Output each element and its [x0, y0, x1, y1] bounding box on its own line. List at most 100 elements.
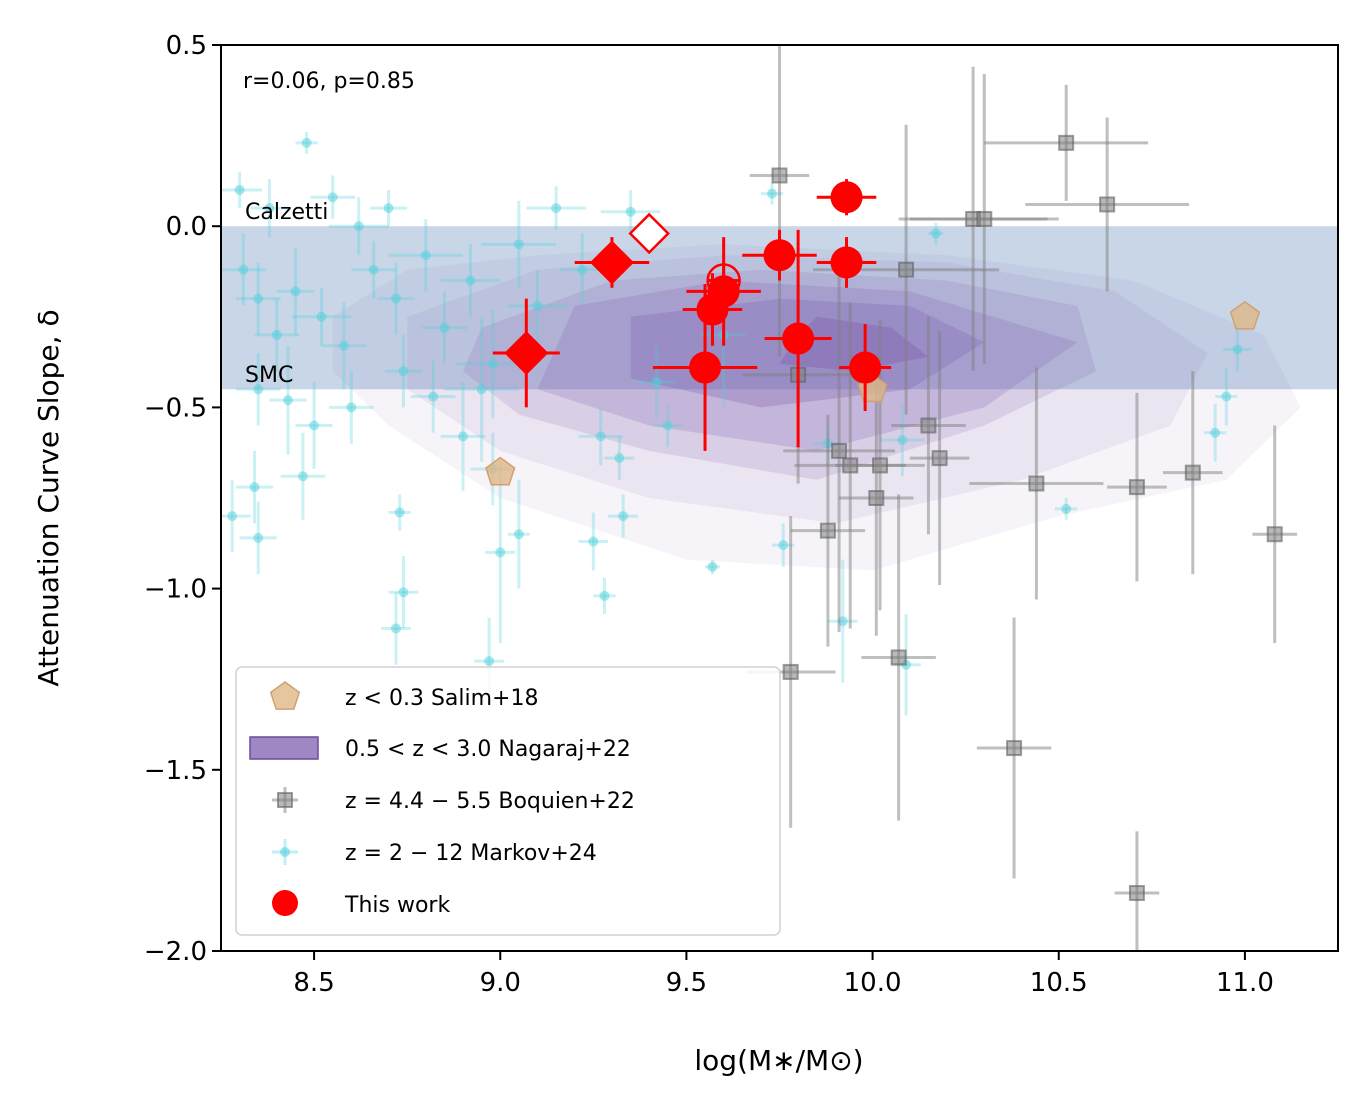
- contour-level-1: [407, 255, 1208, 524]
- boquien-point-14: [1028, 475, 1045, 492]
- legend-item-markov: z = 2 − 12 Markov+24: [272, 839, 597, 866]
- x-tick-label-1: 9.0: [480, 968, 521, 998]
- legend-boquien-label: z = 4.4 − 5.5 Boquien+22: [345, 789, 635, 814]
- x-tick-label-0: 8.5: [293, 968, 334, 998]
- y-tick-label-4: −1.5: [144, 756, 207, 786]
- markov-point-57: [1210, 427, 1221, 438]
- x-tick-label-4: 10.5: [1030, 968, 1088, 998]
- boquien-point-7: [831, 442, 848, 459]
- markov-point-47: [707, 561, 718, 572]
- markov-point-6: [238, 264, 249, 275]
- markov-point-29: [476, 384, 487, 395]
- markov-point-48: [778, 540, 789, 551]
- x-tick-label-3: 10.0: [844, 968, 902, 998]
- markov-point-55: [1232, 344, 1243, 355]
- markov-point-37: [390, 623, 401, 634]
- markov-point-10: [316, 311, 327, 322]
- x-axis-ticks: 8.5 9.0 9.5 10.0 10.5 11.0: [293, 951, 1274, 998]
- markov-point-39: [495, 547, 506, 558]
- thiswork-point-9: [504, 331, 549, 376]
- markov-point-59: [625, 206, 636, 217]
- markov-point-7: [253, 293, 264, 304]
- markov-point-14: [420, 250, 431, 261]
- thiswork-point-5: [706, 263, 741, 298]
- markov-point-15: [439, 322, 450, 333]
- y-tick-label-0: 0.5: [166, 31, 207, 61]
- markov-point-31: [227, 511, 238, 522]
- plot-frame: [220, 44, 1339, 952]
- thiswork-point-8: [689, 351, 722, 384]
- thiswork-point-7: [849, 351, 882, 384]
- x-tick-label-5: 11.0: [1216, 968, 1274, 998]
- markov-point-2: [301, 137, 312, 148]
- x-tick-label-2: 9.5: [666, 968, 707, 998]
- boquien-series: [742, 45, 1298, 951]
- legend-item-thiswork: This work: [272, 890, 450, 918]
- markov-point-27: [428, 391, 439, 402]
- boquien-point-1: [1058, 134, 1075, 151]
- legend: z < 0.3 Salim+18 0.5 < z < 3.0 Nagaraj+2…: [235, 666, 781, 936]
- boquien-point-4: [976, 210, 993, 227]
- thiswork-point-1: [763, 239, 796, 272]
- correlation-annotation: r=0.06, p=0.85: [243, 69, 415, 94]
- thiswork-point-2: [830, 246, 863, 279]
- legend-thiswork-marker: [272, 890, 298, 916]
- markov-point-42: [599, 590, 610, 601]
- legend-markov-marker: [280, 847, 290, 857]
- markov-point-51: [897, 435, 908, 446]
- legend-thiswork-label: This work: [344, 893, 450, 918]
- markov-point-18: [513, 239, 524, 250]
- markov-point-0: [234, 184, 245, 195]
- markov-point-5: [383, 203, 394, 214]
- markov-series: [221, 131, 1253, 716]
- markov-point-17: [487, 358, 498, 369]
- markov-point-38: [484, 656, 495, 667]
- markov-point-16: [465, 275, 476, 286]
- y-tick-label-2: −0.5: [144, 393, 207, 423]
- legend-box: [235, 666, 781, 936]
- markov-point-28: [458, 431, 469, 442]
- legend-nagaraj-swatch: [249, 736, 319, 760]
- markov-point-1: [264, 203, 275, 214]
- thiswork-point-6: [782, 322, 815, 355]
- markov-point-19: [532, 300, 543, 311]
- markov-point-45: [614, 453, 625, 464]
- markov-point-26: [398, 366, 409, 377]
- legend-salim-label: z < 0.3 Salim+18: [345, 686, 538, 711]
- thiswork-point-11: [628, 212, 670, 255]
- boquien-point-15: [1128, 479, 1145, 496]
- markov-point-46: [662, 420, 673, 431]
- y-tick-label-3: −1.0: [144, 575, 207, 605]
- boquien-point-13: [819, 522, 836, 539]
- boquien-point-2: [1099, 196, 1116, 213]
- markov-point-25: [346, 402, 357, 413]
- legend-salim-marker: [269, 681, 301, 710]
- markov-point-40: [513, 529, 524, 540]
- boquien-point-19: [890, 649, 907, 666]
- markov-point-23: [283, 395, 294, 406]
- markov-point-12: [368, 264, 379, 275]
- markov-point-8: [271, 329, 282, 340]
- y-axis-ticks: 0.5 0.0 −0.5 −1.0 −1.5 −2.0: [144, 31, 221, 967]
- nagaraj-contours: [332, 244, 1301, 571]
- thiswork-series: [492, 179, 892, 451]
- legend-boquien-marker: [277, 792, 293, 808]
- markov-point-43: [618, 511, 629, 522]
- contour-level-3: [537, 280, 1078, 451]
- markov-point-56: [1221, 391, 1232, 402]
- smc-label: SMC: [245, 363, 293, 388]
- legend-item-nagaraj: 0.5 < z < 3.0 Nagaraj+22: [249, 736, 631, 762]
- markov-point-20: [551, 203, 562, 214]
- markov-point-11: [338, 340, 349, 351]
- markov-point-4: [353, 221, 364, 232]
- boquien-point-16: [1184, 464, 1201, 481]
- markov-point-9: [290, 286, 301, 297]
- markov-point-24: [309, 420, 320, 431]
- markov-point-36: [398, 587, 409, 598]
- markov-point-32: [253, 532, 264, 543]
- markov-point-35: [394, 507, 405, 518]
- y-axis-label: Attenuation Curve Slope, δ: [32, 309, 65, 686]
- legend-nagaraj-label: 0.5 < z < 3.0 Nagaraj+22: [345, 737, 631, 762]
- markov-point-53: [930, 228, 941, 239]
